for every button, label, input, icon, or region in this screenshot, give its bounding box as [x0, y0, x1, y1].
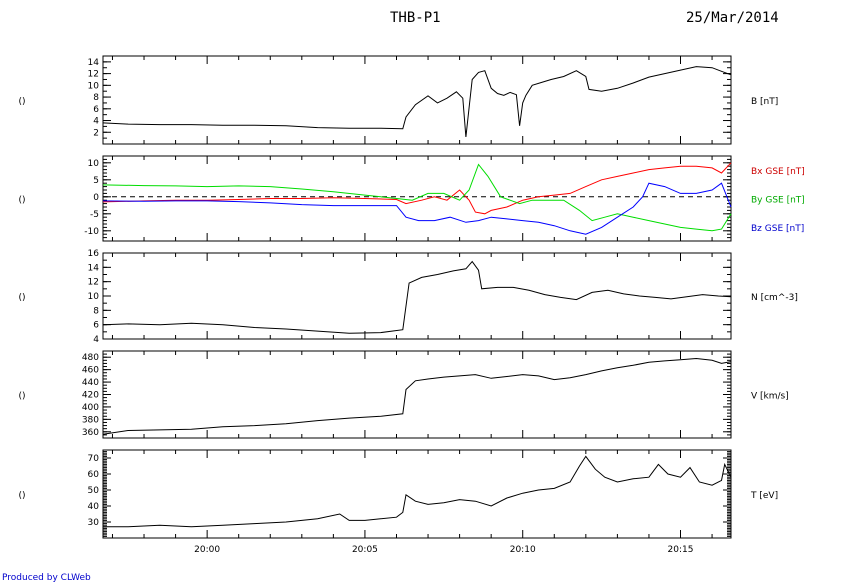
series-line-Bxyz-2 [102, 182, 732, 235]
y-tick-label: 4 [93, 335, 99, 345]
y-tick-label: 12 [88, 70, 99, 80]
y-tick-label: 14 [88, 263, 100, 273]
panel-left-label: () [18, 196, 25, 206]
y-tick-label: 12 [88, 278, 99, 288]
y-tick-label: 40 [88, 502, 100, 512]
series-line-V-0 [102, 357, 732, 435]
y-tick-label: 8 [93, 306, 99, 316]
y-tick-label: 460 [82, 366, 99, 376]
y-tick-label: 5 [93, 176, 99, 186]
y-tick-label: 50 [88, 486, 100, 496]
x-tick-label: 20:00 [194, 545, 220, 555]
y-tick-label: 10 [88, 81, 100, 91]
panel-frame-B [102, 55, 732, 145]
y-tick-label: 380 [82, 415, 99, 425]
panel-frame-Bxyz [102, 155, 732, 242]
y-tick-label: 420 [82, 391, 99, 401]
x-tick-label: 20:15 [668, 545, 694, 555]
y-tick-label: 4 [93, 117, 99, 127]
produced-by-credit: Produced by CLWeb [2, 573, 91, 583]
series-label: Bz GSE [nT] [751, 224, 804, 234]
series-label: B [nT] [751, 97, 778, 107]
series-line-Bxyz-0 [102, 162, 732, 215]
y-tick-label: 2 [93, 128, 99, 138]
series-label: By GSE [nT] [751, 196, 805, 206]
panel-frame-T [102, 449, 732, 539]
panel-left-label: () [18, 491, 25, 501]
panel-left-label: () [18, 97, 25, 107]
y-tick-label: 30 [88, 518, 100, 528]
y-tick-label: 70 [88, 454, 100, 464]
series-label: Bx GSE [nT] [751, 167, 805, 177]
panel-left-label: () [18, 293, 25, 303]
panel-frame-V [102, 350, 732, 439]
chart-date: 25/Mar/2014 [686, 10, 779, 26]
series-label: N [cm^-3] [751, 293, 798, 303]
series-line-T-0 [103, 455, 732, 528]
y-tick-label: 360 [82, 428, 99, 438]
y-tick-label: 400 [82, 403, 99, 413]
y-tick-label: 10 [88, 159, 100, 169]
y-tick-label: 480 [82, 353, 99, 363]
series-line-Bxyz-1 [102, 163, 732, 232]
y-tick-label: 16 [88, 249, 100, 259]
y-tick-label: 6 [93, 321, 99, 331]
chart-title: THB-P1 [390, 10, 441, 26]
panel-left-label: () [18, 392, 25, 402]
y-tick-label: 440 [82, 378, 99, 388]
y-tick-label: 8 [93, 93, 99, 103]
series-label: T [eV] [750, 491, 778, 501]
series-label: V [km/s] [751, 392, 789, 402]
y-tick-label: -10 [84, 227, 99, 237]
series-line-B-0 [102, 66, 732, 138]
y-tick-label: 0 [93, 193, 99, 203]
y-tick-label: -5 [90, 210, 99, 220]
x-tick-label: 20:10 [510, 545, 536, 555]
x-tick-label: 20:05 [352, 545, 378, 555]
y-tick-label: 60 [88, 470, 100, 480]
y-tick-label: 10 [88, 292, 100, 302]
y-tick-label: 14 [88, 58, 100, 68]
series-line-N-0 [102, 260, 732, 334]
y-tick-label: 6 [93, 105, 99, 115]
